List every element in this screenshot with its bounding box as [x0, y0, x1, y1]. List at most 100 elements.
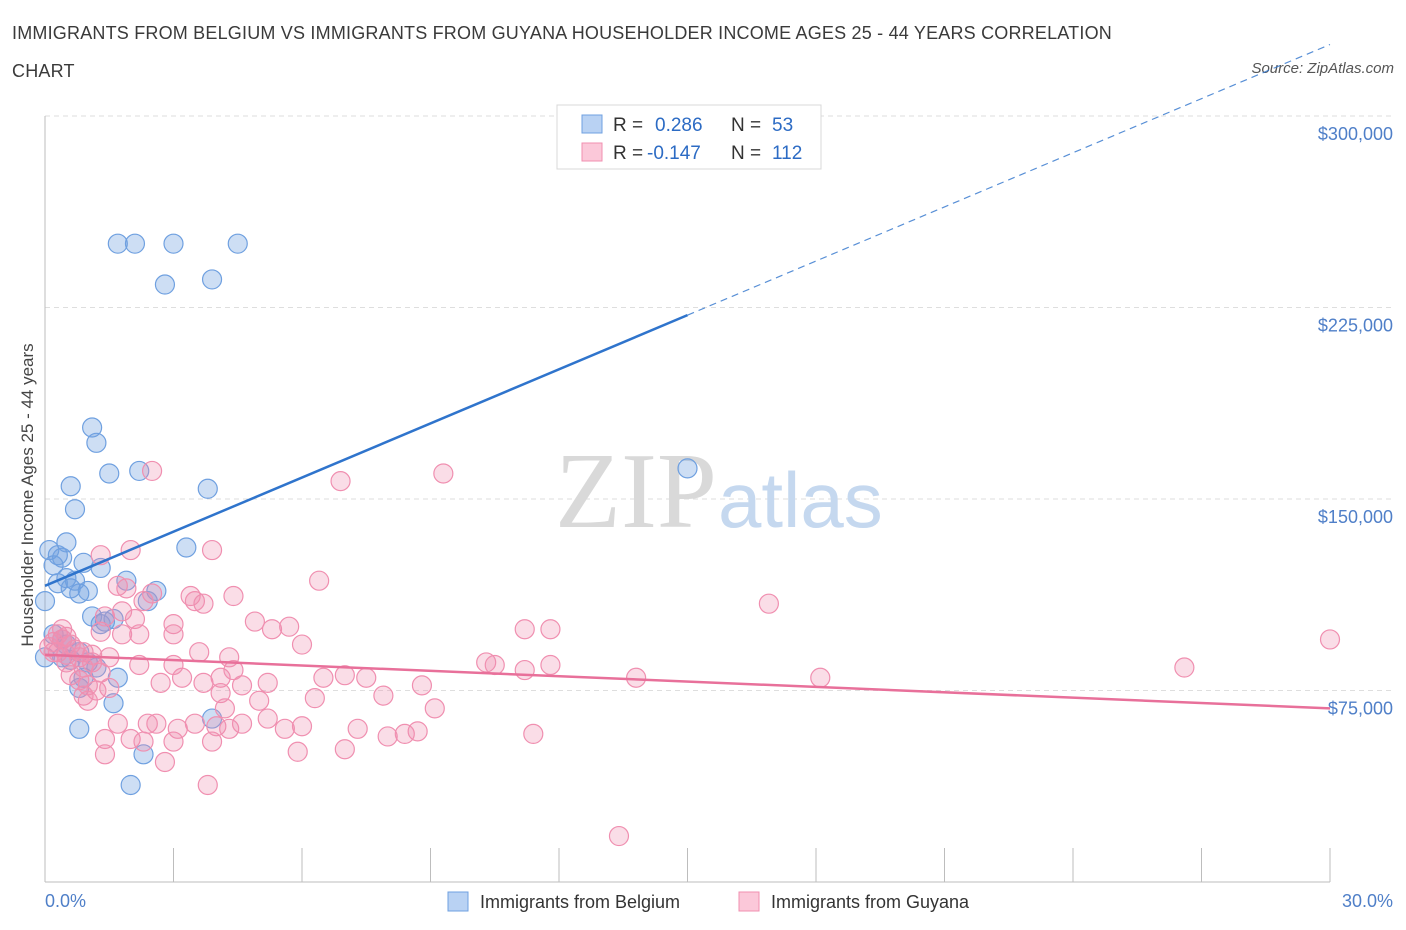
guyana-point	[43, 642, 64, 663]
guyana-point	[330, 471, 351, 492]
belgium-point	[86, 432, 107, 453]
guyana-point	[257, 672, 278, 693]
guyana-point	[373, 685, 394, 706]
guyana-point	[197, 774, 218, 796]
series-legend-label-guyana: Immigrants from Guyana	[771, 892, 970, 912]
guyana-point	[231, 675, 253, 696]
guyana-point	[214, 698, 235, 719]
guyana-point	[141, 460, 163, 482]
belgium-point	[69, 583, 90, 604]
guyana-point	[184, 591, 206, 612]
guyana-point	[514, 619, 535, 640]
belgium-point	[154, 274, 176, 295]
guyana-point	[163, 624, 184, 645]
guyana-point	[334, 665, 355, 686]
y-tick-labels: $75,000 $150,000 $225,000 $300,000	[1318, 124, 1393, 719]
guyana-point	[261, 619, 283, 640]
belgium-point	[103, 693, 124, 714]
guyana-point	[52, 619, 73, 640]
chart-source: Source: ZipAtlas.com	[1251, 60, 1394, 77]
legend-swatch-guyana	[581, 142, 603, 162]
guyana-point	[309, 570, 330, 591]
guyana-point	[433, 463, 454, 484]
legend-r-label-belgium: R =	[613, 115, 643, 136]
guyana-point	[514, 659, 535, 681]
guyana-point	[1319, 629, 1341, 650]
guyana-point	[1174, 657, 1195, 678]
guyana-point	[99, 677, 120, 699]
belgium-point	[124, 233, 146, 254]
guyana-point	[116, 578, 137, 599]
guyana-point	[625, 667, 647, 688]
guyana-point	[249, 690, 270, 711]
guyana-point	[219, 718, 240, 739]
guyana-point	[484, 654, 505, 676]
belgium-trend-line	[44, 314, 688, 587]
guyana-point	[424, 698, 445, 719]
belgium-point	[197, 478, 218, 499]
watermark-zip: ZIP	[555, 432, 717, 551]
guyana-point	[189, 642, 210, 663]
guyana-point	[206, 716, 227, 737]
guyana-point	[86, 680, 107, 701]
belgium-point	[107, 233, 128, 254]
belgium-point	[60, 476, 81, 497]
guyana-point	[94, 744, 116, 765]
x-tick-label-min: 0.0%	[45, 891, 86, 911]
belgium-point	[34, 591, 56, 612]
guyana-point	[150, 672, 171, 693]
belgium-point	[64, 499, 86, 520]
belgium-point	[120, 774, 141, 796]
guyana-trend-line	[44, 653, 1331, 710]
axes	[44, 116, 1331, 883]
legend-r-label-guyana: R =	[613, 143, 643, 164]
series-legend-label-belgium: Immigrants from Belgium	[480, 892, 680, 912]
trend-lines	[44, 43, 1331, 710]
belgium-point	[227, 233, 248, 254]
belgium-point	[82, 417, 103, 438]
belgium-point	[201, 269, 223, 290]
guyana-point	[210, 667, 231, 688]
guyana-point	[133, 591, 154, 612]
guyana-point	[347, 718, 368, 739]
legend-r-value-guyana: -0.147	[647, 143, 701, 164]
guyana-point	[133, 731, 154, 752]
belgium-trend-extension	[687, 43, 1331, 316]
guyana-point	[223, 585, 244, 607]
guyana-point	[210, 682, 231, 704]
guyana-point	[111, 601, 133, 622]
guyana-point	[257, 708, 278, 729]
guyana-point	[810, 667, 831, 688]
guyana-point	[94, 728, 116, 750]
guyana-point	[274, 718, 295, 739]
gridlines	[45, 115, 1393, 691]
watermark: ZIP atlas	[555, 432, 883, 551]
guyana-point	[124, 608, 146, 630]
series-legend-swatch-guyana	[738, 891, 760, 912]
legend-n-label-guyana: N =	[731, 143, 761, 164]
guyana-point	[163, 614, 184, 635]
guyana-point	[334, 739, 355, 760]
watermark-atlas: atlas	[718, 456, 883, 544]
guyana-point	[154, 751, 176, 773]
guyana-point	[77, 690, 98, 711]
guyana-point	[758, 593, 779, 614]
y-tick-label: $225,000	[1318, 316, 1393, 336]
y-tick-label: $300,000	[1318, 124, 1393, 144]
chart-title: IMMIGRANTS FROM BELGIUM VS IMMIGRANTS FR…	[12, 23, 1112, 81]
belgium-point	[99, 463, 120, 484]
guyana-point	[223, 659, 244, 681]
legend-n-value-guyana: 112	[772, 143, 802, 164]
belgium-point	[176, 537, 197, 558]
x-tick-label-max: 30.0%	[1342, 891, 1393, 911]
belgium-point	[163, 233, 184, 254]
guyana-point	[411, 675, 433, 696]
guyana-point	[540, 619, 561, 640]
guyana-point	[407, 721, 428, 742]
belgium-point	[69, 718, 90, 739]
belgium-point	[677, 458, 698, 479]
series-legend: Immigrants from Belgium Immigrants from …	[447, 891, 970, 912]
series-legend-swatch-belgium	[447, 891, 469, 912]
guyana-point	[129, 654, 150, 676]
y-axis-label: Householder Income Ages 25 - 44 years	[18, 343, 37, 646]
